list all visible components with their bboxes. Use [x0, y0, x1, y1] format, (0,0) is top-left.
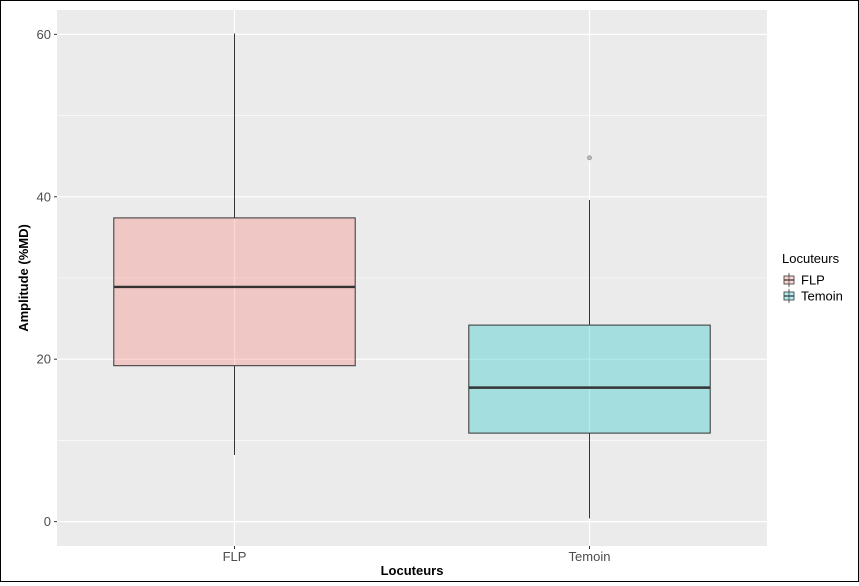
y-tick-label: 40	[37, 189, 51, 204]
y-tick-label: 60	[37, 27, 51, 42]
outlier-point	[587, 155, 592, 161]
x-tick-label: FLP	[223, 549, 247, 564]
y-tick-label: 20	[37, 352, 51, 367]
x-tick-label: Temoin	[569, 549, 611, 564]
legend-title: Locuteurs	[782, 251, 840, 266]
box-flp	[113, 33, 356, 456]
box-temoin	[468, 155, 711, 519]
x-axis-title: Locuteurs	[381, 563, 444, 578]
minor-gridlines	[57, 115, 767, 441]
legend-item-flp: FLP	[783, 273, 825, 288]
box-iqr	[113, 217, 356, 367]
y-axis-title: Amplitude (%MD)	[16, 224, 31, 332]
x-axis-ticks: FLP Temoin	[223, 546, 611, 564]
legend-item-temoin: Temoin	[783, 289, 843, 304]
boxes-layer	[113, 33, 711, 519]
legend-label: Temoin	[801, 289, 843, 304]
box-iqr	[468, 324, 711, 434]
legend-label: FLP	[801, 273, 825, 288]
y-tick-label: 0	[44, 514, 51, 529]
y-axis-ticks: 0 20 40 60	[37, 27, 57, 529]
